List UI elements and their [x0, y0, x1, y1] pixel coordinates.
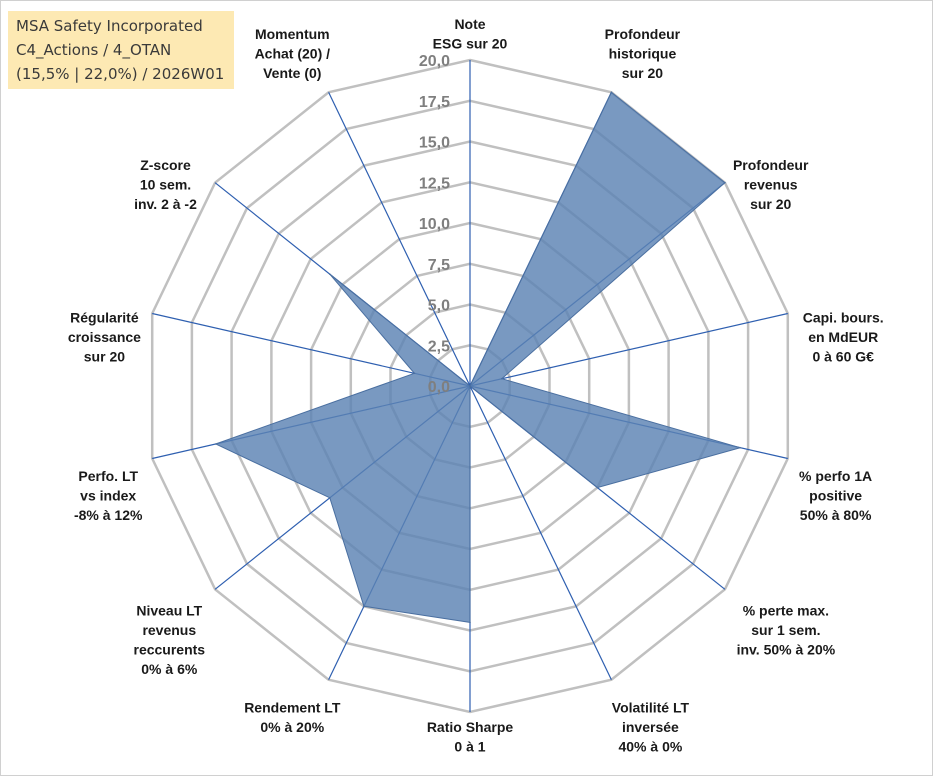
axis-label: Volatilité LT inversée 40% à 0% [612, 700, 690, 755]
axis-label-line: sur 20 [84, 348, 125, 364]
chart-title-box: MSA Safety Incorporated C4_Actions / 4_O… [8, 11, 234, 89]
axis-label-line: 0 à 1 [454, 739, 485, 755]
series-point [610, 91, 613, 94]
series-point [724, 181, 726, 184]
axis-label-line: 50% à 80% [800, 507, 872, 523]
axis-spoke [328, 92, 471, 387]
axis-label-line: croissance [68, 329, 141, 345]
series-point [329, 497, 331, 499]
axis-label-line: Note [454, 16, 485, 32]
axis-spoke [469, 385, 612, 680]
series-area [214, 91, 743, 623]
axis-label-line: inv. 50% à 20% [737, 642, 836, 658]
axis-label-line: Niveau LT [136, 603, 202, 619]
tick-label: 5,0 [428, 298, 450, 315]
axis-spoke [469, 312, 788, 387]
axis-label-line: Capi. bours. [803, 309, 884, 325]
axis-label: Capi. bours. en MdEUR 0 à 60 G€ [803, 309, 884, 364]
tick-labels: 0,0 2,5 5,0 7,5 10,0 12,5 15,0 17,5 20,0 [419, 53, 450, 396]
series-point [469, 621, 471, 624]
axis-label: Profondeur revenus sur 20 [733, 157, 809, 212]
axis-label-line: Z-score [140, 157, 191, 173]
axis-label-line: sur 1 sem. [751, 622, 820, 638]
axis-label-line: 0 à 60 G€ [812, 348, 874, 364]
axis-label-line: vs index [80, 487, 136, 503]
axis-label-line: sur 20 [750, 196, 791, 212]
axis-label: Profondeur historique sur 20 [605, 26, 681, 81]
tick-label: 17,5 [419, 94, 450, 111]
axis-label-line: Vente (0) [263, 65, 321, 81]
axis-label-line: positive [809, 487, 862, 503]
title-line-1: MSA Safety Incorporated [16, 17, 203, 35]
tick-label: 12,5 [419, 175, 450, 192]
series-point [596, 486, 599, 489]
tick-label: 10,0 [419, 216, 450, 233]
axis-label-line: inv. 2 à -2 [134, 196, 197, 212]
series-point [469, 385, 471, 387]
tick-label: 15,0 [419, 135, 450, 152]
axis-label-line: historique [609, 45, 677, 61]
axis-label-line: ESG sur 20 [433, 36, 508, 52]
axis-label-line: inversée [622, 719, 679, 735]
axis-label-line: Régularité [70, 309, 139, 325]
series-point [363, 605, 365, 608]
axis-label-line: Momentum [255, 26, 330, 42]
title-line-2: C4_Actions / 4_OTAN [16, 41, 172, 59]
axis-label-line: sur 20 [622, 65, 663, 81]
axis-label-line: Rendement LT [244, 700, 341, 716]
series-point [501, 377, 503, 380]
axis-label-line: revenus [744, 177, 798, 193]
axis-label-line: 0% à 20% [260, 719, 324, 735]
axis-label: % perte max. sur 1 sem. inv. 50% à 20% [737, 603, 836, 658]
axis-label-line: en MdEUR [808, 329, 878, 345]
axis-label: Niveau LT revenus reccurents 0% à 6% [134, 603, 206, 678]
series-layer [214, 91, 743, 624]
axis-label: Perfo. LT vs index -8% à 12% [74, 468, 143, 523]
axis-label-line: reccurents [134, 642, 206, 658]
axis-label: Momentum Achat (20) / Vente (0) [255, 26, 331, 81]
axis-label: Rendement LT 0% à 20% [244, 700, 341, 736]
title-line-3: (15,5% | 22,0%) / 2026W01 [16, 65, 225, 83]
axis-labels: Note ESG sur 20 Profondeur historique sur 20… [68, 16, 884, 755]
series-point [413, 372, 416, 375]
axis-label-line: -8% à 12% [74, 507, 143, 523]
tick-label: 20,0 [419, 53, 450, 70]
axis-label-line: Profondeur [605, 26, 681, 42]
series-point [214, 443, 217, 445]
axis-label-line: 40% à 0% [618, 739, 682, 755]
axis-label-line: 10 sem. [140, 177, 191, 193]
tick-label: 2,5 [428, 338, 450, 355]
axis-label-line: % perfo 1A [799, 468, 872, 484]
axis-label-line: Perfo. LT [78, 468, 138, 484]
axis-label-line: Ratio Sharpe [427, 719, 514, 735]
axis-label: % perfo 1A positive 50% à 80% [799, 468, 872, 523]
axis-label: Note ESG sur 20 [433, 16, 508, 52]
axis-label-line: Profondeur [733, 157, 809, 173]
axis-label-line: Volatilité LT [612, 700, 690, 716]
axis-label: Ratio Sharpe 0 à 1 [427, 719, 514, 755]
axis-label-line: revenus [142, 622, 196, 638]
tick-label: 0,0 [428, 379, 450, 396]
series-point [739, 446, 741, 449]
axis-label: Régularité croissance sur 20 [68, 309, 141, 364]
axis-label: Z-score 10 sem. inv. 2 à -2 [134, 157, 197, 212]
axis-label-line: 0% à 6% [141, 661, 198, 677]
tick-label: 7,5 [428, 257, 450, 274]
axis-label-line: % perte max. [743, 603, 829, 619]
axis-label-line: Achat (20) / [255, 45, 331, 61]
series-point [329, 273, 331, 276]
